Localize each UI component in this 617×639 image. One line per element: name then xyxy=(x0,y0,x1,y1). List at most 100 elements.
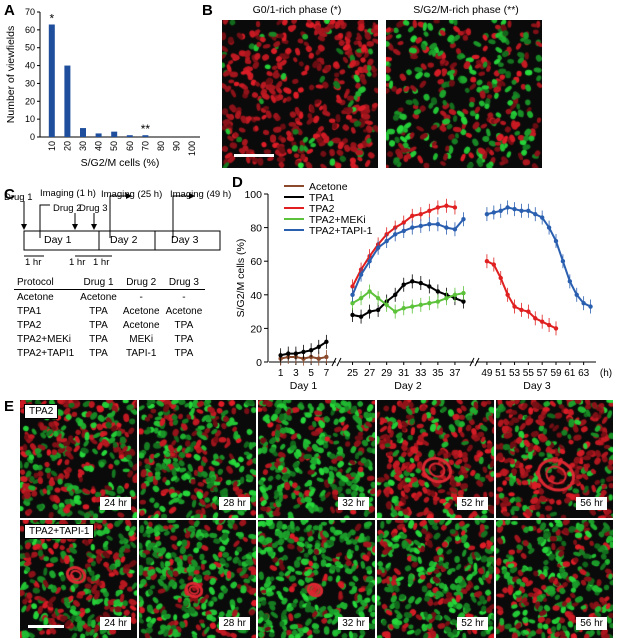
x-tick-label: 27 xyxy=(364,368,376,379)
timestamp-label: 56 hr xyxy=(576,497,607,510)
y-tick-label: 40 xyxy=(25,61,35,71)
data-point xyxy=(519,307,524,313)
data-point xyxy=(427,301,432,306)
timelapse-micrograph: 52 hr xyxy=(377,520,494,638)
x-tick-label: 63 xyxy=(578,368,590,379)
protocol-cell: TPA xyxy=(174,333,194,345)
data-point xyxy=(574,292,579,297)
data-point xyxy=(410,279,415,284)
protocol-cell: TPA2+TAPI1 xyxy=(17,347,75,359)
day-label: Day 2 xyxy=(394,380,422,392)
x-tick-label: 90 xyxy=(172,141,182,151)
protocol-cell: TPA xyxy=(89,333,108,345)
data-point xyxy=(384,238,389,244)
data-point xyxy=(367,289,372,294)
x-tick-label: 100 xyxy=(187,141,197,156)
x-tick-label: 7 xyxy=(324,368,330,379)
data-point xyxy=(350,284,355,289)
data-point xyxy=(401,306,406,311)
bar xyxy=(142,135,149,137)
protocol-cell: MEKi xyxy=(129,333,154,345)
bar xyxy=(95,133,102,137)
timelapse-micrograph: 56 hr xyxy=(496,400,613,518)
bar xyxy=(126,135,133,137)
bar xyxy=(64,65,71,137)
x-tick-label: 57 xyxy=(537,368,549,379)
col-protocol: Protocol xyxy=(14,275,78,290)
timestamp-label: 32 hr xyxy=(338,617,369,630)
timelapse-micrograph: 24 hr TPA2 xyxy=(20,400,137,518)
hr-label-2: 1 hr xyxy=(69,257,86,268)
bar xyxy=(80,128,86,137)
timestamp-label: 28 hr xyxy=(219,497,250,510)
data-point xyxy=(324,339,329,345)
x-tick-label: 50 xyxy=(109,141,119,151)
hr-label-3: 1 hr xyxy=(93,257,110,268)
col-drug2: Drug 2 xyxy=(119,275,163,290)
day3-label: Day 3 xyxy=(171,234,199,246)
scale-bar xyxy=(28,625,64,628)
data-point xyxy=(533,316,538,321)
x-tick-label: 29 xyxy=(381,368,393,379)
x-tick-label: 25 xyxy=(347,368,359,379)
day-label: Day 1 xyxy=(290,380,318,392)
protocol-row: TPA1 TPA Acetone Acetone xyxy=(14,304,205,318)
x-tick-label: 20 xyxy=(62,141,72,151)
data-point xyxy=(526,208,531,213)
bar xyxy=(48,24,55,137)
timelapse-micrograph: 32 hr xyxy=(258,400,375,518)
timestamp-label: 32 hr xyxy=(338,497,369,510)
panel-label-d: D xyxy=(232,174,243,191)
data-point xyxy=(367,309,372,314)
data-point xyxy=(375,295,381,301)
data-point xyxy=(293,351,299,356)
x-tick-label: 33 xyxy=(415,368,427,379)
data-point xyxy=(418,302,423,308)
protocol-cell: TPA xyxy=(174,319,194,331)
data-point xyxy=(452,205,458,210)
data-point xyxy=(358,295,364,301)
x-tick-label: 61 xyxy=(564,368,576,379)
data-point xyxy=(393,232,398,237)
data-point xyxy=(553,238,559,244)
x-tick-label: 51 xyxy=(495,368,507,379)
data-point xyxy=(435,299,441,304)
series-line xyxy=(486,260,557,330)
data-point xyxy=(393,309,398,314)
data-point xyxy=(444,295,449,301)
row-label-tpa2-tapi1: TPA2+TAPI-1 xyxy=(24,524,95,539)
data-point xyxy=(435,222,441,227)
protocol-row: TPA2 TPA Acetone TPA xyxy=(14,318,205,332)
bar-annotation: * xyxy=(49,12,54,26)
protocol-cell: TPA2 xyxy=(17,319,42,331)
data-point xyxy=(512,304,517,309)
timestamp-label: 24 hr xyxy=(100,617,131,630)
protocol-cell: TPA xyxy=(174,347,194,359)
x-tick-label: 3 xyxy=(293,368,299,379)
x-tick-label: 40 xyxy=(94,141,104,151)
timestamp-label: 56 hr xyxy=(576,617,607,630)
timelapse-micrograph: 28 hr xyxy=(139,400,256,518)
protocol-cell: - xyxy=(139,291,143,303)
x-axis-title: S/G2/M cells (%) xyxy=(81,157,160,169)
data-point xyxy=(560,259,566,264)
panel-b-right-title: S/G2/M-rich phase (**) xyxy=(413,4,519,16)
x-tick-label: 59 xyxy=(550,368,562,379)
y-tick-label: 20 xyxy=(250,323,262,335)
protocol-cell: Acetone xyxy=(165,305,203,317)
data-point xyxy=(546,225,552,230)
y-axis-title: Number of viewfields xyxy=(5,26,17,123)
data-point xyxy=(401,282,406,287)
data-point xyxy=(367,259,372,264)
data-point xyxy=(427,284,432,289)
x-tick-label: 37 xyxy=(449,368,461,379)
x-tick-label: 53 xyxy=(509,368,521,379)
panel-label-b: B xyxy=(202,2,213,19)
g01-rich-micrograph xyxy=(222,20,378,168)
imaging2-label: Imaging (25 h) xyxy=(101,189,163,200)
y-tick-label: 40 xyxy=(250,290,262,302)
data-point xyxy=(444,225,449,230)
y-tick-label: 10 xyxy=(25,114,35,124)
timestamp-label: 52 hr xyxy=(457,497,488,510)
protocol-cell: Acetone xyxy=(122,319,160,331)
